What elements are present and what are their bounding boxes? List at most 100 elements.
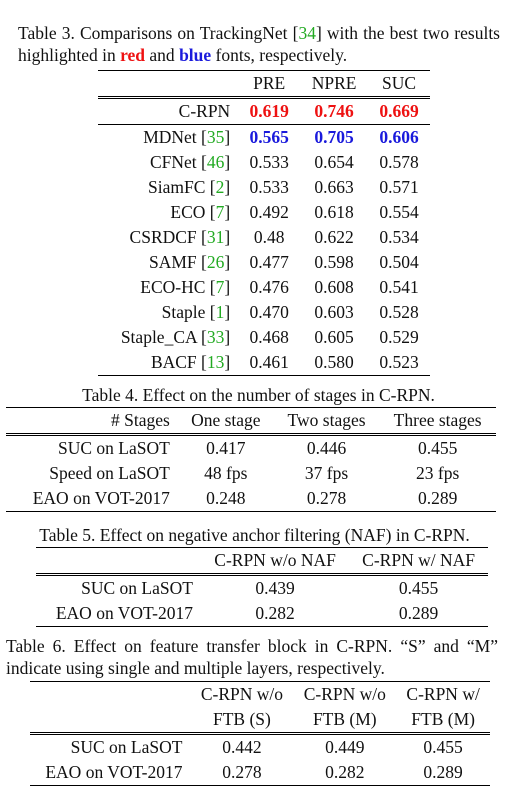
tracker-name: MDNet xyxy=(143,127,197,147)
cell-value: 0.417 xyxy=(206,438,246,458)
cell-value: 0.605 xyxy=(314,327,354,347)
cell-value: 0.598 xyxy=(314,252,354,272)
tracker-name: CSRDCF xyxy=(129,227,197,247)
table4-caption: Table 4. Effect on the number of stages … xyxy=(82,385,435,405)
citation: 1 xyxy=(215,302,225,322)
cell-value: 0.529 xyxy=(379,327,419,347)
citation: 46 xyxy=(206,152,225,172)
cell-value: 0.48 xyxy=(253,227,285,247)
table-row: EAO on VOT-2017 0.248 0.278 0.289 xyxy=(6,486,496,512)
cell-value: 0.608 xyxy=(314,277,354,297)
citation: 26 xyxy=(206,252,225,272)
tracker-name: SiamFC xyxy=(148,177,206,197)
cell-value: 0.455 xyxy=(423,737,463,757)
table-row: EAO on VOT-2017 0.278 0.282 0.289 xyxy=(30,760,490,786)
table-row: SiamFC [2] 0.533 0.663 0.571 xyxy=(98,175,430,200)
cell-value: 0.446 xyxy=(306,438,347,458)
cell-value: 0.442 xyxy=(222,737,262,757)
cell-value: 0.504 xyxy=(379,252,419,272)
tracker-name: C-RPN xyxy=(178,101,231,121)
citation: 33 xyxy=(206,327,225,347)
table-row: MDNet [35] 0.565 0.705 0.606 xyxy=(98,125,430,151)
tracker-name-cell: MDNet [35] xyxy=(143,127,231,147)
table4-header-stages: # Stages xyxy=(6,407,178,435)
table6: C-RPN w/o C-RPN w/o C-RPN w/ FTB (S) FTB… xyxy=(30,681,490,786)
cell-value: 0.492 xyxy=(249,202,289,222)
cell-value: 0.439 xyxy=(255,578,295,598)
table-row: SUC on LaSOT 0.442 0.449 0.455 xyxy=(30,734,490,761)
citation: 7 xyxy=(215,277,225,297)
table3-header-pre: PRE xyxy=(238,70,301,98)
cell-value: 0.578 xyxy=(379,152,419,172)
table-row: SUC on LaSOT 0.417 0.446 0.455 xyxy=(6,435,496,462)
cell-value: 48 fps xyxy=(204,463,248,483)
tracker-name-cell: Staple_CA [33] xyxy=(120,327,231,347)
table3-caption: Table 3. Comparisons on TrackingNet [34]… xyxy=(18,23,500,65)
cell-value: 0.554 xyxy=(379,202,419,222)
cell-value: 0.455 xyxy=(398,578,439,598)
cell-value: 0.622 xyxy=(314,227,354,247)
cell-value: 0.603 xyxy=(314,302,354,322)
table6-header-empty-2 xyxy=(30,707,190,734)
table-row: SUC on LaSOT 0.439 0.455 xyxy=(36,575,488,602)
table3-header-npre: NPRE xyxy=(300,70,369,98)
cell-value: 0.449 xyxy=(325,737,365,757)
cell-value: 0.528 xyxy=(379,302,419,322)
cell-value: 0.663 xyxy=(314,177,354,197)
table-row: Staple [1] 0.470 0.603 0.528 xyxy=(98,300,430,325)
table5: C-RPN w/o NAF C-RPN w/ NAF SUC on LaSOT 0… xyxy=(36,547,488,627)
table-row: BACF [13] 0.461 0.580 0.523 xyxy=(98,350,430,376)
row-label: Speed on LaSOT xyxy=(49,463,170,483)
cell-value: 0.282 xyxy=(255,603,295,623)
row-label: EAO on VOT-2017 xyxy=(45,762,183,782)
cell-value: 0.618 xyxy=(314,202,354,222)
tracker-name-cell: Staple [1] xyxy=(161,302,231,322)
cell-value: 0.282 xyxy=(325,762,365,782)
cell-value: 0.248 xyxy=(206,488,246,508)
tracker-name: CFNet xyxy=(149,152,197,172)
table-row: ECO-HC [7] 0.476 0.608 0.541 xyxy=(98,275,430,300)
row-label: SUC on LaSOT xyxy=(81,578,193,598)
table-row: Speed on LaSOT 48 fps 37 fps 23 fps xyxy=(6,461,496,486)
table5-header-without: C-RPN w/o NAF xyxy=(200,547,350,575)
cell-value: 0.278 xyxy=(222,762,262,782)
table4: # Stages One stage Two stages Three stag… xyxy=(6,407,496,512)
table6-header-col1: C-RPN w/o xyxy=(190,681,294,707)
cell-value: 0.580 xyxy=(314,352,354,372)
table6-header-col1-sub: FTB (S) xyxy=(212,709,271,729)
tracker-name: ECO xyxy=(170,202,206,222)
row-label: SUC on LaSOT xyxy=(58,438,170,458)
table4-header-one: One stage xyxy=(177,407,274,435)
tracker-name-cell: BACF [13] xyxy=(150,352,231,372)
cell-value: 0.477 xyxy=(249,252,289,272)
row-label: EAO on VOT-2017 xyxy=(55,603,193,623)
tracker-name-cell: ECO-HC [7] xyxy=(140,277,231,297)
cell-value: 37 fps xyxy=(304,463,349,483)
cell-value: 0.606 xyxy=(379,127,419,147)
cell-value: 0.470 xyxy=(249,302,289,322)
table4-header-two: Two stages xyxy=(273,407,380,435)
table3-header-suc: SUC xyxy=(368,70,430,98)
tracker-name: Staple xyxy=(161,302,206,322)
cell-value: 0.705 xyxy=(314,127,354,147)
cell-value: 0.278 xyxy=(306,488,347,508)
table-row: SAMF [26] 0.477 0.598 0.504 xyxy=(98,250,430,275)
cell-value: 0.455 xyxy=(417,438,458,458)
cell-value: 0.289 xyxy=(423,762,463,782)
citation: 35 xyxy=(206,127,225,147)
row-label: SUC on LaSOT xyxy=(70,737,183,757)
cell-value: 0.289 xyxy=(398,603,439,623)
tracker-name-cell: SAMF [26] xyxy=(149,252,231,272)
table5-header-empty xyxy=(36,547,201,575)
table-row: C-RPN 0.619 0.746 0.669 xyxy=(98,98,430,125)
cell-value: 0.619 xyxy=(249,101,289,121)
tracker-name: Staple_CA xyxy=(120,327,197,347)
table5-header-with: C-RPN w/ NAF xyxy=(349,547,488,575)
table5-body: SUC on LaSOT 0.439 0.455 EAO on VOT-2017 0.2… xyxy=(36,575,488,627)
table-row: ECO [7] 0.492 0.618 0.554 xyxy=(98,200,430,225)
cell-value: 0.541 xyxy=(379,277,419,297)
table-row: Staple_CA [33] 0.468 0.605 0.529 xyxy=(98,325,430,350)
cell-value: 0.654 xyxy=(314,152,354,172)
citation: 31 xyxy=(206,227,225,247)
tracker-name: BACF xyxy=(150,352,197,372)
